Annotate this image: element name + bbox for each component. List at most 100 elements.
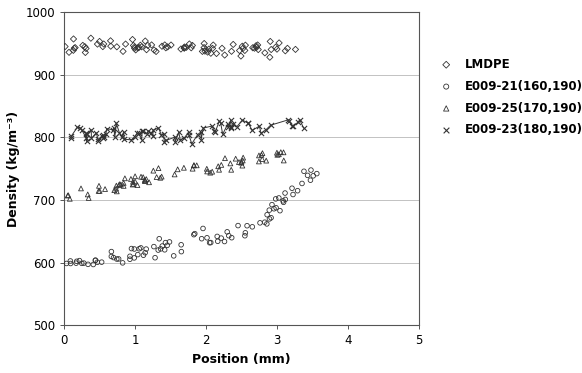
E009-25(170,190) <box>115 181 125 187</box>
E009-25(170,190) <box>119 180 128 186</box>
LMDPE <box>106 43 115 49</box>
E009-25(170,190) <box>235 159 244 165</box>
E009-23(180,190) <box>261 127 271 133</box>
E009-25(170,190) <box>95 188 104 194</box>
LMDPE <box>147 42 156 48</box>
E009-21(160,190) <box>139 252 148 258</box>
E009-23(180,190) <box>87 127 96 133</box>
E009-25(170,190) <box>119 183 128 189</box>
E009-25(170,190) <box>130 179 140 185</box>
LMDPE <box>106 38 115 44</box>
E009-25(170,190) <box>94 183 104 189</box>
E009-25(170,190) <box>188 166 197 172</box>
E009-25(170,190) <box>114 182 123 188</box>
E009-21(160,190) <box>114 256 123 262</box>
LMDPE <box>208 46 217 51</box>
LMDPE <box>157 43 166 49</box>
E009-21(160,190) <box>66 258 75 264</box>
E009-25(170,190) <box>236 160 246 166</box>
LMDPE <box>176 46 186 52</box>
E009-21(160,190) <box>306 167 315 173</box>
LMDPE <box>78 43 87 48</box>
LMDPE <box>166 42 176 48</box>
E009-23(180,190) <box>115 130 124 136</box>
LMDPE <box>220 52 229 58</box>
LMDPE <box>253 42 262 48</box>
E009-23(180,190) <box>102 126 111 132</box>
E009-21(160,190) <box>125 253 134 259</box>
E009-21(160,190) <box>197 236 206 242</box>
E009-23(180,190) <box>109 127 118 133</box>
LMDPE <box>98 44 108 50</box>
E009-21(160,190) <box>177 249 186 255</box>
E009-25(170,190) <box>148 168 158 174</box>
LMDPE <box>128 37 137 43</box>
E009-23(180,190) <box>66 133 76 139</box>
E009-23(180,190) <box>148 133 158 139</box>
LMDPE <box>200 41 209 47</box>
E009-21(160,190) <box>72 258 81 264</box>
E009-23(180,190) <box>226 125 236 131</box>
E009-25(170,190) <box>144 179 154 185</box>
E009-23(180,190) <box>134 130 144 136</box>
E009-23(180,190) <box>257 130 266 136</box>
E009-21(160,190) <box>233 223 243 229</box>
LMDPE <box>69 47 78 53</box>
LMDPE <box>260 50 269 56</box>
E009-23(180,190) <box>266 122 275 128</box>
E009-25(170,190) <box>76 185 86 191</box>
E009-25(170,190) <box>261 158 271 164</box>
LMDPE <box>61 44 70 50</box>
E009-21(160,190) <box>297 181 307 186</box>
E009-25(170,190) <box>217 162 226 168</box>
E009-21(160,190) <box>109 255 118 261</box>
E009-25(170,190) <box>101 186 110 192</box>
E009-25(170,190) <box>276 149 285 155</box>
E009-23(180,190) <box>94 138 103 144</box>
LMDPE <box>130 46 139 51</box>
E009-23(180,190) <box>198 125 208 131</box>
E009-23(180,190) <box>211 129 220 135</box>
E009-23(180,190) <box>226 117 235 123</box>
E009-21(160,190) <box>213 238 222 244</box>
E009-25(170,190) <box>130 173 140 179</box>
E009-25(170,190) <box>214 163 223 169</box>
E009-21(160,190) <box>269 206 279 212</box>
E009-23(180,190) <box>120 136 129 142</box>
E009-23(180,190) <box>197 137 206 142</box>
E009-23(180,190) <box>218 131 228 137</box>
E009-23(180,190) <box>229 120 238 126</box>
LMDPE <box>200 48 210 54</box>
E009-25(170,190) <box>140 178 150 184</box>
E009-21(160,190) <box>136 245 146 251</box>
E009-21(160,190) <box>93 259 102 265</box>
E009-21(160,190) <box>265 207 274 213</box>
E009-25(170,190) <box>208 169 217 175</box>
E009-21(160,190) <box>158 243 167 249</box>
E009-21(160,190) <box>303 172 312 178</box>
E009-23(180,190) <box>119 129 128 135</box>
E009-25(170,190) <box>94 188 103 194</box>
LMDPE <box>229 41 238 47</box>
LMDPE <box>137 44 146 50</box>
E009-25(170,190) <box>258 156 267 162</box>
E009-21(160,190) <box>160 247 169 253</box>
LMDPE <box>252 44 261 50</box>
LMDPE <box>250 45 259 51</box>
LMDPE <box>180 44 189 50</box>
E009-23(180,190) <box>243 119 253 125</box>
E009-23(180,190) <box>223 122 232 128</box>
LMDPE <box>95 38 104 44</box>
E009-21(160,190) <box>206 239 215 245</box>
LMDPE <box>80 44 90 50</box>
E009-21(160,190) <box>91 257 100 263</box>
E009-21(160,190) <box>217 235 226 241</box>
E009-21(160,190) <box>118 260 127 266</box>
E009-23(180,190) <box>161 138 171 144</box>
E009-23(180,190) <box>159 131 168 137</box>
E009-25(170,190) <box>203 169 212 175</box>
E009-21(160,190) <box>140 250 150 256</box>
E009-21(160,190) <box>262 221 272 227</box>
E009-21(160,190) <box>79 260 88 266</box>
E009-23(180,190) <box>284 118 293 124</box>
